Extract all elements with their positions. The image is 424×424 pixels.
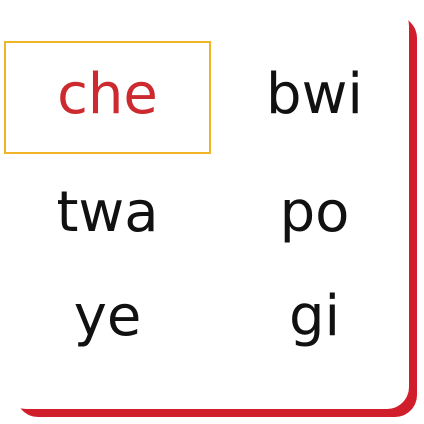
syllable-card	[4, 4, 409, 409]
syllable-tile[interactable]: twa	[4, 159, 211, 272]
syllable-tile[interactable]: ye	[4, 263, 211, 376]
syllable-tile-selected[interactable]: che	[4, 41, 211, 154]
syllable-tile[interactable]: gi	[211, 263, 418, 376]
syllable-label: gi	[288, 283, 341, 349]
syllable-label: po	[279, 179, 350, 245]
syllable-tile[interactable]: bwi	[211, 41, 418, 154]
syllable-tile[interactable]: po	[211, 159, 418, 272]
syllable-label: ye	[73, 283, 142, 349]
syllable-label: twa	[56, 179, 159, 245]
syllable-label: bwi	[266, 61, 363, 127]
syllable-label: che	[57, 61, 158, 127]
